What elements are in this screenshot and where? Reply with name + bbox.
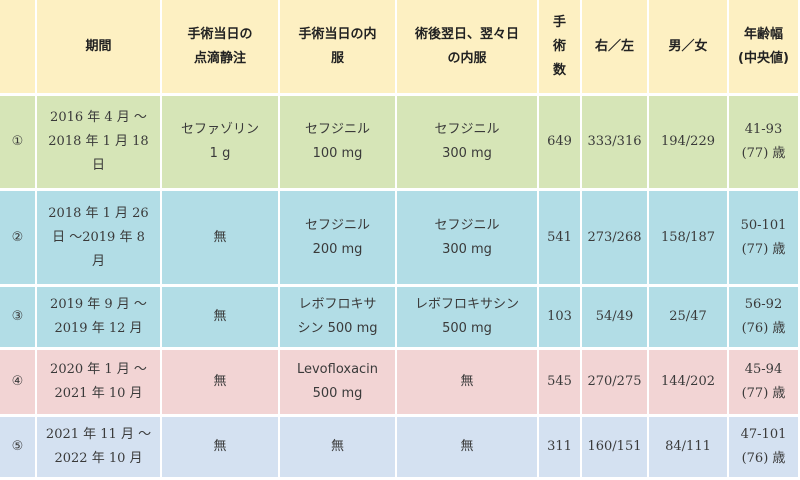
row-drip: 無 bbox=[162, 287, 280, 350]
row-period: 2021 年 11 月 〜 2022 年 10 月 bbox=[37, 417, 162, 480]
row-day-oral: Levofloxacin 500 mg bbox=[280, 350, 397, 417]
row-right-left: 54/49 bbox=[582, 287, 649, 350]
header-right-left: 右／左 bbox=[582, 0, 649, 96]
row-index: ② bbox=[0, 191, 37, 287]
header-day-of-surgery-oral: 手術当日の内 服 bbox=[280, 0, 397, 96]
header-surgery-count: 手 術 数 bbox=[539, 0, 582, 96]
header-row: 期間 手術当日の 点滴静注 手術当日の内 服 術後翌日、翌々日 の内服 手 術 … bbox=[0, 0, 800, 96]
row-index: ① bbox=[0, 96, 37, 191]
row-age: 45-94 (77) 歳 bbox=[729, 350, 800, 417]
row-period: 2018 年 1 月 26 日 〜2019 年 8 月 bbox=[37, 191, 162, 287]
row-male-female: 25/47 bbox=[649, 287, 729, 350]
row-day-oral: セフジニル 200 mg bbox=[280, 191, 397, 287]
header-day-of-surgery-drip: 手術当日の 点滴静注 bbox=[162, 0, 280, 96]
row-count: 103 bbox=[539, 287, 582, 350]
table-row: ⑤ 2021 年 11 月 〜 2022 年 10 月 無 無 無 311 16… bbox=[0, 417, 800, 480]
row-index: ④ bbox=[0, 350, 37, 417]
row-drip: セファゾリン 1 g bbox=[162, 96, 280, 191]
row-period: 2020 年 1 月 〜 2021 年 10 月 bbox=[37, 350, 162, 417]
row-postop-oral: レボフロキサシン 500 mg bbox=[397, 287, 539, 350]
row-male-female: 158/187 bbox=[649, 191, 729, 287]
row-age: 41-93 (77) 歳 bbox=[729, 96, 800, 191]
table-row: ④ 2020 年 1 月 〜 2021 年 10 月 無 Levofloxaci… bbox=[0, 350, 800, 417]
row-period: 2019 年 9 月 〜 2019 年 12 月 bbox=[37, 287, 162, 350]
row-postop-oral: 無 bbox=[397, 417, 539, 480]
table-row: ② 2018 年 1 月 26 日 〜2019 年 8 月 無 セフジニル 20… bbox=[0, 191, 800, 287]
row-index: ⑤ bbox=[0, 417, 37, 480]
row-male-female: 84/111 bbox=[649, 417, 729, 480]
row-day-oral: レボフロキサ シン 500 mg bbox=[280, 287, 397, 350]
row-age: 50-101 (77) 歳 bbox=[729, 191, 800, 287]
row-drip: 無 bbox=[162, 350, 280, 417]
row-day-oral: 無 bbox=[280, 417, 397, 480]
header-period: 期間 bbox=[37, 0, 162, 96]
row-right-left: 333/316 bbox=[582, 96, 649, 191]
row-count: 649 bbox=[539, 96, 582, 191]
row-count: 545 bbox=[539, 350, 582, 417]
row-drip: 無 bbox=[162, 417, 280, 480]
header-index bbox=[0, 0, 37, 96]
row-period: 2016 年 4 月 〜 2018 年 1 月 18 日 bbox=[37, 96, 162, 191]
row-male-female: 194/229 bbox=[649, 96, 729, 191]
row-drip: 無 bbox=[162, 191, 280, 287]
table-row: ③ 2019 年 9 月 〜 2019 年 12 月 無 レボフロキサ シン 5… bbox=[0, 287, 800, 350]
header-postop-oral: 術後翌日、翌々日 の内服 bbox=[397, 0, 539, 96]
row-male-female: 144/202 bbox=[649, 350, 729, 417]
row-index: ③ bbox=[0, 287, 37, 350]
row-right-left: 270/275 bbox=[582, 350, 649, 417]
header-male-female: 男／女 bbox=[649, 0, 729, 96]
row-right-left: 273/268 bbox=[582, 191, 649, 287]
row-age: 56-92 (76) 歳 bbox=[729, 287, 800, 350]
row-age: 47-101 (76) 歳 bbox=[729, 417, 800, 480]
row-postop-oral: 無 bbox=[397, 350, 539, 417]
row-postop-oral: セフジニル 300 mg bbox=[397, 191, 539, 287]
row-count: 311 bbox=[539, 417, 582, 480]
row-right-left: 160/151 bbox=[582, 417, 649, 480]
row-day-oral: セフジニル 100 mg bbox=[280, 96, 397, 191]
table-row: ① 2016 年 4 月 〜 2018 年 1 月 18 日 セファゾリン 1 … bbox=[0, 96, 800, 191]
header-age-range: 年齢幅 (中央値) bbox=[729, 0, 800, 96]
row-postop-oral: セフジニル 300 mg bbox=[397, 96, 539, 191]
row-count: 541 bbox=[539, 191, 582, 287]
